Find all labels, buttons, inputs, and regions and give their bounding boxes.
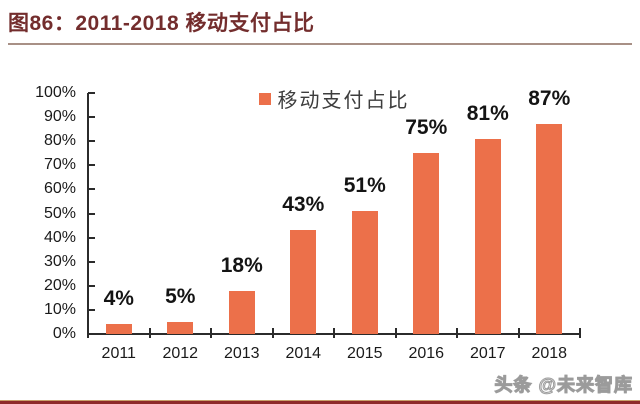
legend: 移动支付占比 [88, 84, 580, 113]
x-axis-tick [210, 328, 212, 338]
y-axis-tick [88, 116, 95, 119]
bar [290, 230, 317, 334]
bar-value-label: 75% [405, 116, 448, 139]
bar-value-label: 87% [528, 87, 571, 110]
y-axis [87, 93, 89, 336]
y-axis-label: 50% [43, 204, 76, 222]
x-axis-label: 2011 [101, 345, 136, 362]
x-axis-tick [333, 328, 335, 338]
x-axis-label: 2015 [346, 345, 383, 362]
x-axis-label: 2017 [469, 345, 506, 362]
x-axis-label: 2018 [531, 345, 568, 362]
y-axis-label: 60% [43, 180, 76, 198]
watermark-toutiao: 头条 @未来智库 [494, 375, 633, 396]
y-axis-tick [88, 308, 95, 311]
x-axis-tick [456, 328, 458, 338]
x-axis-label: 2013 [223, 345, 260, 362]
legend-swatch-icon [258, 92, 271, 105]
y-axis-label: 30% [43, 252, 76, 270]
bar-value-label: 5% [165, 285, 196, 308]
y-axis-tick [88, 260, 95, 263]
bar [105, 324, 132, 334]
x-axis-tick [87, 328, 89, 338]
bar [351, 211, 378, 334]
figure-title: 图86：2011-2018 移动支付占比 [8, 12, 315, 35]
bar [536, 124, 563, 334]
bottom-border [0, 400, 640, 404]
x-axis-tick [517, 328, 520, 338]
x-axis-tick [579, 328, 581, 338]
x-axis-label: 2012 [162, 345, 199, 362]
bar [474, 139, 501, 334]
y-axis-label: 40% [43, 228, 76, 246]
y-axis-tick [88, 236, 95, 239]
x-axis-label: 2014 [285, 345, 322, 362]
y-axis-tick [88, 188, 95, 191]
bar-value-label: 18% [220, 254, 263, 277]
bar-value-label: 4% [103, 287, 134, 310]
y-axis-label: 20% [43, 276, 76, 294]
y-axis-label: 80% [43, 132, 76, 150]
bar [413, 153, 440, 334]
x-axis-tick [394, 328, 397, 338]
y-axis-label: 0% [52, 325, 76, 342]
y-axis-label: 70% [43, 156, 76, 174]
x-axis-tick [271, 328, 274, 338]
bar [167, 322, 194, 334]
y-axis-label: 10% [43, 300, 76, 318]
title-separator [8, 43, 632, 45]
bar-value-label: 51% [343, 174, 386, 197]
y-axis-tick [88, 164, 95, 167]
bar [228, 291, 255, 334]
y-axis-tick [88, 92, 95, 94]
y-axis-label: 90% [43, 108, 76, 126]
y-axis-tick [88, 140, 95, 143]
bar-value-label: 81% [466, 102, 509, 125]
y-axis-tick [88, 212, 95, 215]
y-axis-tick [88, 284, 95, 287]
bar-value-label: 43% [282, 193, 325, 216]
x-axis-label: 2016 [408, 345, 445, 362]
y-axis-tick [88, 333, 95, 335]
legend-label: 移动支付占比 [277, 90, 410, 112]
y-axis-label: 100% [35, 84, 76, 101]
x-axis-tick [148, 328, 151, 338]
